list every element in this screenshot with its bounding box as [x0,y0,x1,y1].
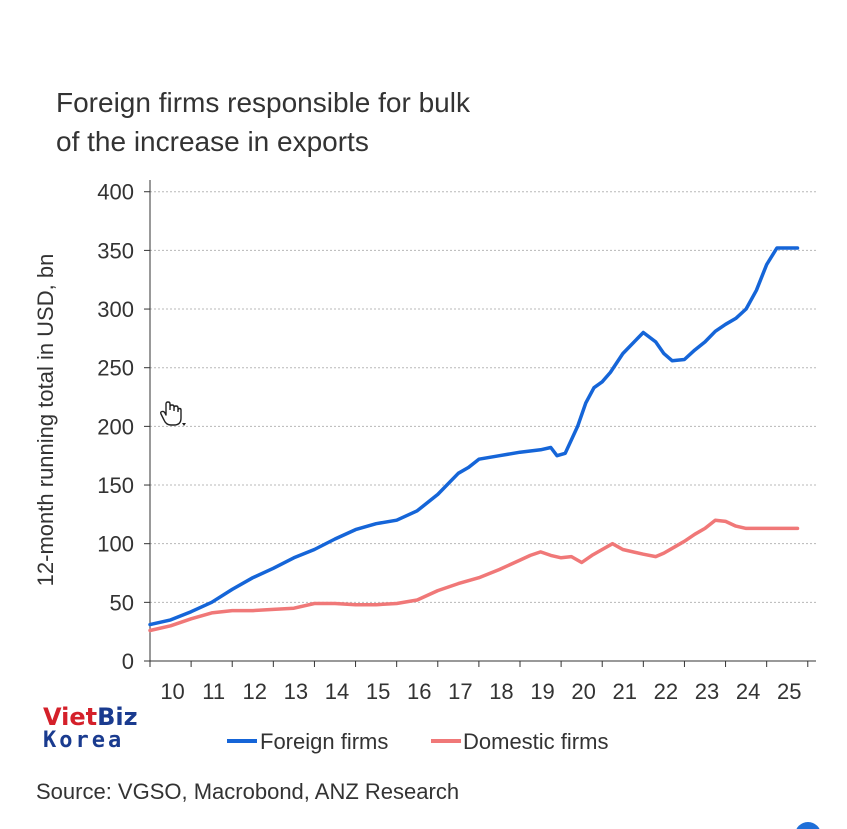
legend-label-domestic-firms: Domestic firms [463,729,608,754]
x-tick-label-13: 13 [284,679,308,704]
x-tick-label-12: 12 [243,679,267,704]
y-tick-label-350: 350 [97,238,134,263]
x-tick-label-14: 14 [325,679,349,704]
y-axis-ticks: 0 50 100 150 200 250 300 350 400 [97,180,150,674]
legend: Foreign firms Domestic firms [227,729,608,754]
vietbiz-korea-logo: VietBiz Korea [43,703,138,753]
hand-cursor-icon [159,401,186,426]
legend-label-foreign-firms: Foreign firms [260,729,388,754]
x-tick-label-24: 24 [736,679,760,704]
logo-text-korea: Korea [43,728,124,753]
x-axis-ticks: 10 11 12 13 14 15 16 17 18 19 20 21 22 23 24 25 [149,661,809,704]
y-tick-label-50: 50 [110,590,134,615]
corner-dot [796,822,820,829]
x-tick-label-20: 20 [571,679,595,704]
y-tick-label-0: 0 [122,649,134,674]
y-tick-label-100: 100 [97,532,134,557]
x-tick-label-21: 21 [613,679,637,704]
x-tick-label-11: 11 [202,679,225,704]
x-tick-label-16: 16 [407,679,431,704]
series-line-domestic-firms [148,518,800,633]
x-tick-label-19: 19 [530,679,554,704]
chart-title-line-2: of the increase in exports [56,126,369,157]
logo-text-biz: Biz [97,703,138,731]
y-tick-label-300: 300 [97,297,134,322]
x-tick-label-15: 15 [366,679,390,704]
x-tick-label-25: 25 [777,679,801,704]
x-tick-label-18: 18 [489,679,513,704]
source-note: Source: VGSO, Macrobond, ANZ Research [36,779,459,804]
y-axis-title: 12-month running total in USD, bn [33,254,58,587]
x-tick-label-17: 17 [448,679,472,704]
x-tick-label-10: 10 [160,679,184,704]
y-tick-label-250: 250 [97,356,134,381]
gridlines [150,191,816,603]
series-line-foreign-firms [148,246,800,627]
y-tick-label-200: 200 [97,414,134,439]
svg-text:VietBiz: VietBiz [43,703,138,731]
x-tick-label-22: 22 [654,679,678,704]
logo-text-viet: Viet [43,703,97,731]
x-tick-label-23: 23 [695,679,719,704]
y-tick-label-400: 400 [97,180,134,205]
chart-title-line-1: Foreign firms responsible for bulk [56,87,471,118]
y-tick-label-150: 150 [97,473,134,498]
